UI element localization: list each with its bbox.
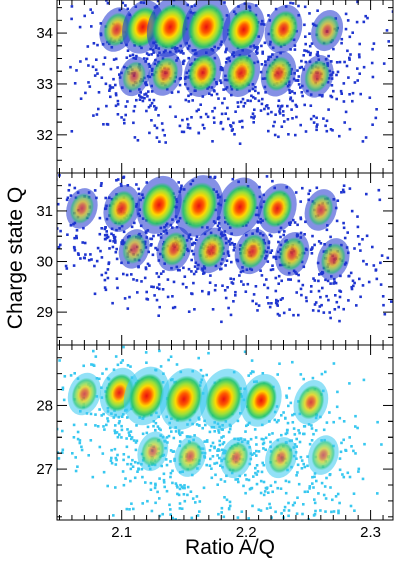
panel-frame <box>56 344 394 521</box>
y-tick-label: 28 <box>36 397 53 414</box>
panel-plot-area <box>57 173 393 324</box>
blob-1 <box>71 377 98 411</box>
blob-11 <box>226 54 256 92</box>
blob-13 <box>320 243 346 275</box>
panel-2: 29 30 31 <box>36 172 394 346</box>
blob-4 <box>187 3 225 51</box>
blob-6 <box>262 189 293 228</box>
blob-9 <box>152 56 179 91</box>
x-axis-title: Ratio A/Q <box>185 536 275 559</box>
blob-13 <box>304 60 330 93</box>
blob-8 <box>122 61 147 92</box>
blob-5 <box>205 375 243 423</box>
y-tick-label: 32 <box>36 127 53 144</box>
blob-3 <box>152 3 189 51</box>
blob-10 <box>223 441 249 474</box>
x-tick-label: 2.3 <box>360 524 381 541</box>
blob-7 <box>314 14 340 47</box>
blob-11 <box>238 233 267 269</box>
y-tick-label: 27 <box>36 461 53 478</box>
blob-12 <box>264 56 293 92</box>
blob-9 <box>160 231 188 266</box>
blob-10 <box>188 54 218 92</box>
y-tick-label: 31 <box>36 203 53 220</box>
blob-6 <box>268 10 299 48</box>
blob-11 <box>268 441 294 474</box>
blob-8 <box>140 436 165 467</box>
x-tick-label: 2.1 <box>111 524 132 541</box>
blob-4 <box>180 182 218 230</box>
blob-10 <box>197 232 225 268</box>
panel-plot-area <box>57 0 393 145</box>
blob-4 <box>165 375 203 423</box>
blob-6 <box>245 380 277 421</box>
blob-3 <box>141 182 177 228</box>
panel-3: 27 28 <box>36 344 394 521</box>
x-tick-label: 2.2 <box>236 524 257 541</box>
blob-5 <box>227 8 261 51</box>
y-tick-label: 34 <box>36 25 53 42</box>
blob-3 <box>128 373 165 419</box>
blob-12 <box>278 237 306 271</box>
blob-7 <box>308 193 334 226</box>
blob-7 <box>297 385 325 420</box>
y-axis-title: Charge state Q <box>4 187 27 329</box>
panel-plot-area <box>57 345 383 520</box>
blob-8 <box>122 233 147 265</box>
blob-1 <box>69 192 95 224</box>
panel-1: 32 33 34 <box>36 0 394 174</box>
panels-layer: 32 33 34 29 30 31 27 28 2.1 2.2 2.3 <box>36 0 394 541</box>
y-tick-label: 29 <box>36 304 53 321</box>
blob-12 <box>311 439 336 471</box>
blob-5 <box>222 184 258 230</box>
blob-2 <box>107 190 136 227</box>
y-tick-label: 33 <box>36 76 53 93</box>
y-tick-label: 30 <box>36 254 53 271</box>
blob-9 <box>177 440 203 473</box>
